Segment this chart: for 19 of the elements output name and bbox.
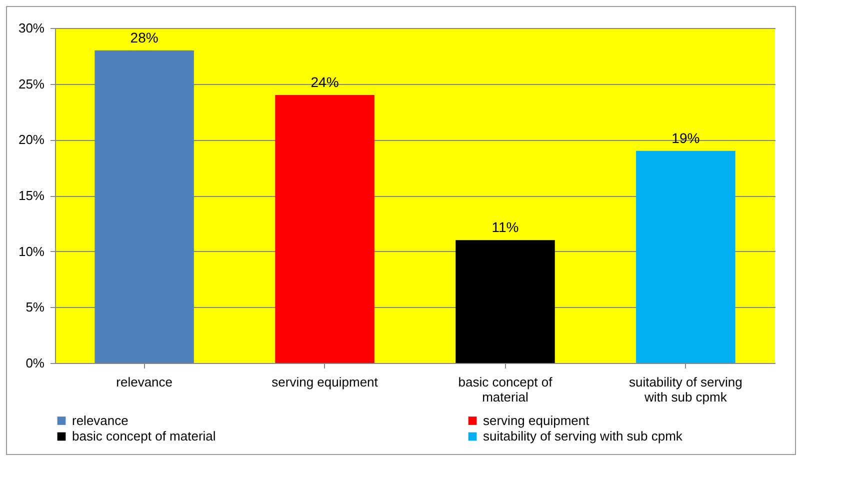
legend-label: relevance — [72, 412, 128, 428]
x-tick-label: serving equipment — [272, 374, 378, 390]
data-label: 11% — [492, 219, 519, 236]
x-tick-label: relevance — [116, 374, 173, 390]
y-tick-label: 30% — [18, 20, 45, 36]
data-label: 28% — [130, 29, 158, 46]
y-tick-label: 5% — [26, 300, 45, 315]
data-label: 19% — [672, 130, 700, 146]
y-tick-label: 0% — [26, 356, 45, 370]
y-tick-label: 25% — [18, 76, 45, 92]
y-tick-label: 15% — [18, 188, 45, 203]
y-tick-label: 20% — [18, 132, 45, 148]
legend-label: serving equipment — [483, 412, 590, 428]
y-tick-label: 10% — [18, 244, 45, 259]
legend-label: basic concept of material — [72, 428, 216, 444]
x-tick-label: suitability of serving with sub cpmk — [628, 374, 742, 404]
x-tick-label: basic concept of material — [458, 374, 553, 404]
data-label: 24% — [310, 74, 339, 90]
legend-label: suitability of serving with sub cpmk — [483, 428, 683, 444]
